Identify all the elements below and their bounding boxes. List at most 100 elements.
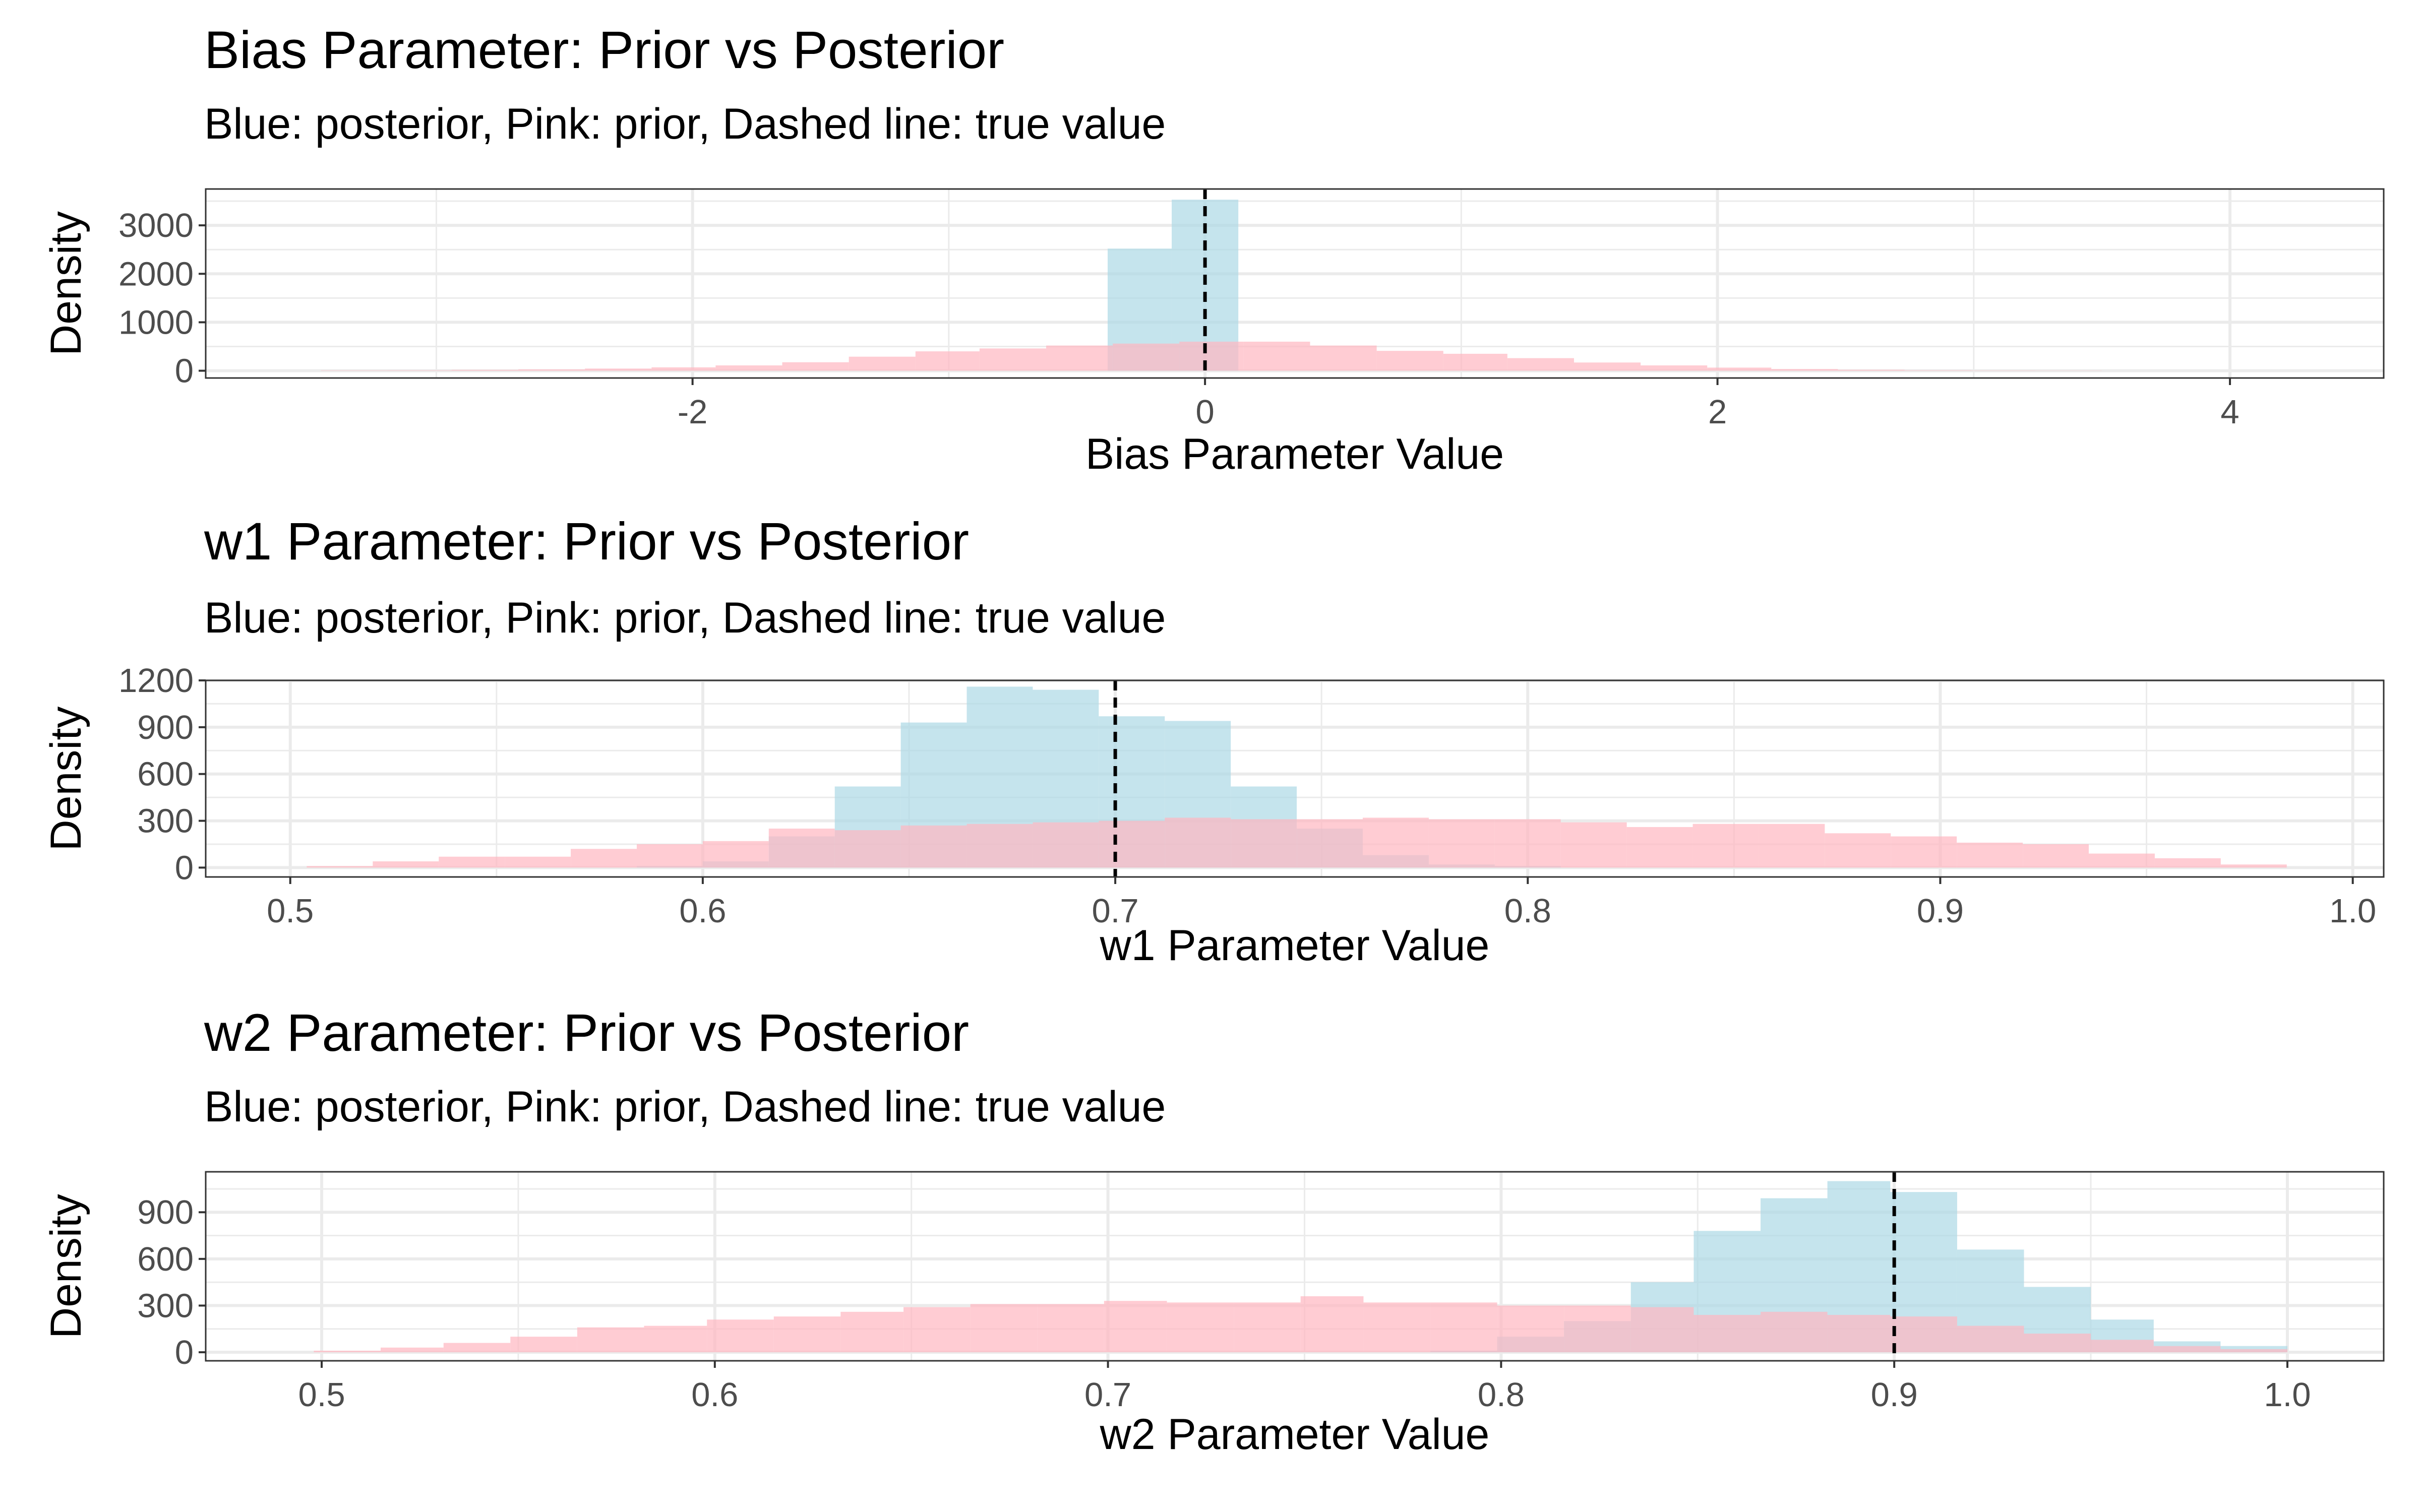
prior-bar [644, 1326, 707, 1353]
prior-bar [1507, 358, 1574, 371]
prior-bar [2220, 1349, 2287, 1353]
series-prior [314, 1296, 2287, 1353]
x-axis-title: w2 Parameter Value [1100, 1410, 1490, 1459]
x-tick-label: 0.8 [1478, 1376, 1525, 1414]
prior-bar [970, 1304, 1038, 1353]
prior-bar [1825, 833, 1891, 868]
prior-bar [1497, 1305, 1564, 1353]
prior-bar [1692, 824, 1759, 868]
prior-bar [1574, 362, 1641, 371]
prior-bar [518, 369, 585, 371]
y-tick-label: 1000 [118, 303, 194, 341]
prior-bar [571, 849, 637, 868]
prior-bar [1564, 1305, 1631, 1353]
prior-bar [1363, 1302, 1431, 1353]
prior-bar [314, 1350, 381, 1353]
x-tick-label: -2 [678, 393, 708, 431]
prior-bar [2091, 1340, 2154, 1353]
prior-bar [1376, 351, 1443, 371]
y-tick-label: 3000 [118, 207, 194, 244]
prior-bar [715, 365, 782, 371]
prior-bar [979, 348, 1047, 371]
prior-bar [1630, 1307, 1694, 1353]
prior-bar [2154, 858, 2221, 868]
y-tick-label: 300 [137, 802, 194, 840]
chart-title: w1 Parameter: Prior vs Posterior [204, 512, 969, 571]
chart-panel-2: w1 Parameter: Prior vs Posterior Blue: po… [42, 512, 2385, 970]
y-tick-label: 600 [137, 755, 194, 793]
y-axis-title: Density [42, 1194, 90, 1339]
y-tick-label: 0 [175, 1334, 194, 1371]
x-tick-label: 1.0 [2329, 892, 2376, 930]
prior-bar [1494, 819, 1561, 868]
prior-bar [2220, 864, 2287, 868]
prior-bar [1693, 1314, 1761, 1353]
prior-bar [1428, 819, 1495, 868]
prior-bar [505, 856, 571, 868]
prior-bar [1761, 1311, 1828, 1353]
prior-bar [1167, 1302, 1234, 1353]
prior-bar [834, 830, 901, 868]
x-tick-label: 0.8 [1504, 892, 1551, 930]
y-axis-title: Density [42, 211, 90, 356]
prior-bar [966, 824, 1033, 868]
prior-bar [1759, 824, 1825, 868]
prior-bar [1971, 370, 2035, 371]
chart-subtitle: Blue: posterior, Pink: prior, Dashed lin… [204, 100, 1166, 148]
prior-bar [1363, 817, 1429, 868]
y-tick-label: 900 [137, 1193, 194, 1231]
y-tick-label: 900 [137, 709, 194, 746]
x-tick-label: 0.5 [267, 892, 314, 930]
prior-bar [1099, 821, 1165, 868]
prior-bar [321, 370, 388, 371]
x-tick-label: 0 [1195, 393, 1214, 431]
prior-bar [637, 844, 703, 868]
prior-bar [1891, 836, 1957, 868]
prior-bar [1310, 345, 1377, 371]
prior-bar [1443, 353, 1507, 371]
prior-bar [903, 1307, 971, 1353]
prior-bar [1827, 1314, 1891, 1353]
chart-subtitle: Blue: posterior, Pink: prior, Dashed lin… [204, 1083, 1166, 1131]
prior-bar [1957, 842, 2023, 868]
prior-bar [373, 861, 439, 868]
x-axis-title: Bias Parameter Value [1085, 430, 1504, 478]
x-tick-label: 0.6 [679, 892, 726, 930]
chart-panel-1: Bias Parameter: Prior vs Posterior Blue: … [42, 21, 2385, 478]
x-tick-label: 0.6 [691, 1376, 738, 1414]
x-tick-label: 0.7 [1092, 892, 1139, 930]
prior-bar [387, 370, 452, 371]
x-tick-label: 1.0 [2264, 1376, 2311, 1414]
y-tick-label: 0 [175, 849, 194, 887]
prior-bar [840, 1311, 904, 1353]
prior-bar [702, 841, 769, 868]
y-tick-label: 0 [175, 352, 194, 390]
prior-bar [768, 829, 835, 868]
prior-bar [2089, 853, 2155, 868]
x-tick-label: 2 [1708, 393, 1727, 431]
prior-bar [2153, 1346, 2221, 1353]
prior-bar [1957, 1326, 2024, 1353]
prior-bar [1771, 369, 1838, 371]
prior-bar [1430, 1302, 1497, 1353]
prior-bar [1033, 822, 1099, 868]
prior-bar [1234, 1302, 1301, 1353]
x-tick-label: 0.5 [298, 1376, 345, 1414]
series-prior [321, 341, 2102, 371]
prior-bar [439, 856, 505, 868]
prior-bar [707, 1319, 774, 1353]
prior-bar [1165, 817, 1231, 868]
series-prior [307, 817, 2287, 868]
x-axis-title: w1 Parameter Value [1100, 921, 1490, 970]
chart-title: w2 Parameter: Prior vs Posterior [204, 1003, 969, 1062]
prior-bar [1707, 367, 1772, 371]
prior-bar [915, 351, 980, 371]
prior-bar [900, 825, 967, 868]
prior-bar [510, 1337, 577, 1353]
prior-bar [1104, 1301, 1167, 1353]
prior-bar [585, 368, 652, 371]
prior-bar [2023, 844, 2089, 868]
x-tick-label: 4 [2220, 393, 2239, 431]
prior-bar [451, 369, 519, 371]
